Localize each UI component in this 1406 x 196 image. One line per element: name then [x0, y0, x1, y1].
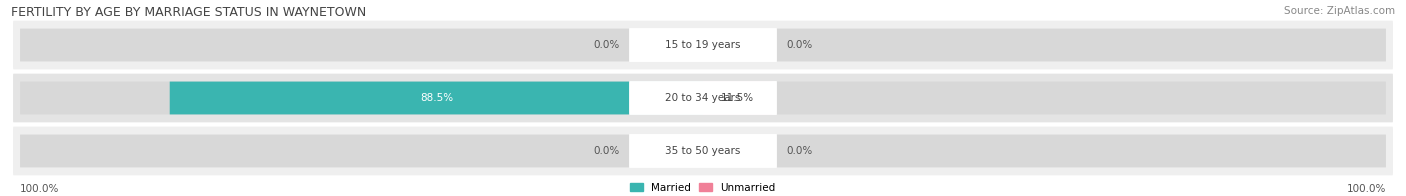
- FancyBboxPatch shape: [20, 134, 1386, 167]
- FancyBboxPatch shape: [703, 82, 772, 114]
- FancyBboxPatch shape: [13, 21, 1393, 69]
- FancyBboxPatch shape: [628, 134, 778, 168]
- Text: 100.0%: 100.0%: [20, 184, 59, 194]
- Text: 35 to 50 years: 35 to 50 years: [665, 146, 741, 156]
- Text: FERTILITY BY AGE BY MARRIAGE STATUS IN WAYNETOWN: FERTILITY BY AGE BY MARRIAGE STATUS IN W…: [11, 6, 367, 19]
- Text: 100.0%: 100.0%: [1347, 184, 1386, 194]
- FancyBboxPatch shape: [20, 29, 1386, 62]
- FancyBboxPatch shape: [13, 127, 1393, 175]
- Text: Source: ZipAtlas.com: Source: ZipAtlas.com: [1284, 6, 1395, 16]
- Legend: Married, Unmarried: Married, Unmarried: [630, 183, 776, 193]
- Text: 0.0%: 0.0%: [787, 40, 813, 50]
- Text: 0.0%: 0.0%: [593, 146, 619, 156]
- FancyBboxPatch shape: [628, 81, 778, 115]
- FancyBboxPatch shape: [170, 82, 703, 114]
- FancyBboxPatch shape: [628, 28, 778, 62]
- Text: 88.5%: 88.5%: [420, 93, 453, 103]
- FancyBboxPatch shape: [20, 82, 1386, 114]
- Text: 0.0%: 0.0%: [787, 146, 813, 156]
- FancyBboxPatch shape: [13, 74, 1393, 122]
- Text: 20 to 34 years: 20 to 34 years: [665, 93, 741, 103]
- Text: 11.5%: 11.5%: [721, 93, 754, 103]
- Text: 0.0%: 0.0%: [593, 40, 619, 50]
- Text: 15 to 19 years: 15 to 19 years: [665, 40, 741, 50]
